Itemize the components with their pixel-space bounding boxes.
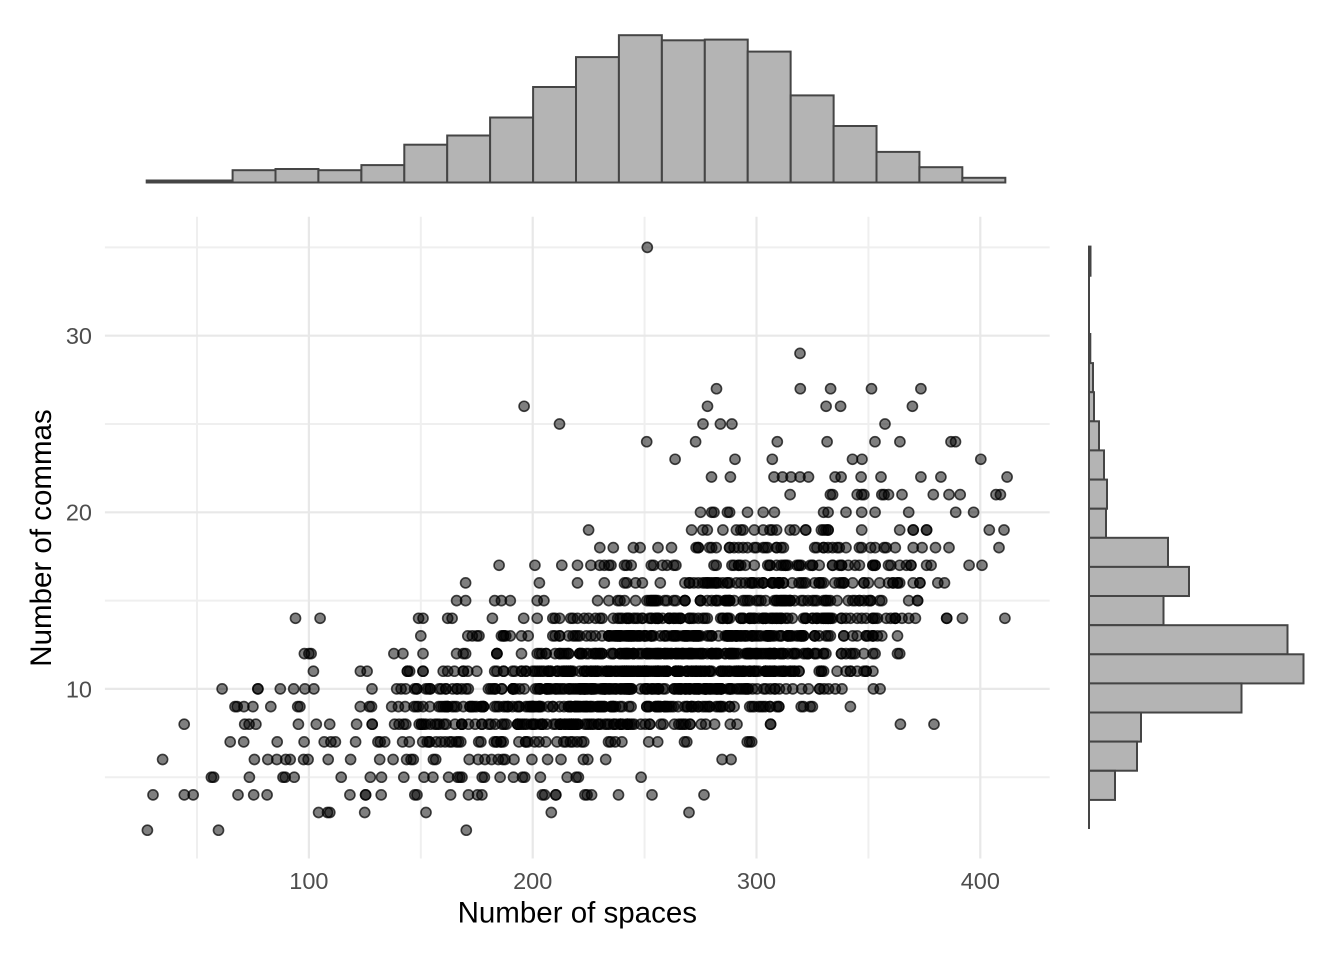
svg-text:Number of spaces: Number of spaces	[458, 896, 697, 929]
svg-text:400: 400	[961, 868, 1000, 894]
svg-text:300: 300	[737, 868, 776, 894]
svg-text:30: 30	[66, 323, 92, 349]
svg-text:200: 200	[513, 868, 552, 894]
svg-text:Number of commas: Number of commas	[25, 409, 58, 666]
svg-text:100: 100	[289, 868, 328, 894]
svg-text:10: 10	[66, 676, 92, 702]
svg-text:20: 20	[66, 500, 92, 526]
